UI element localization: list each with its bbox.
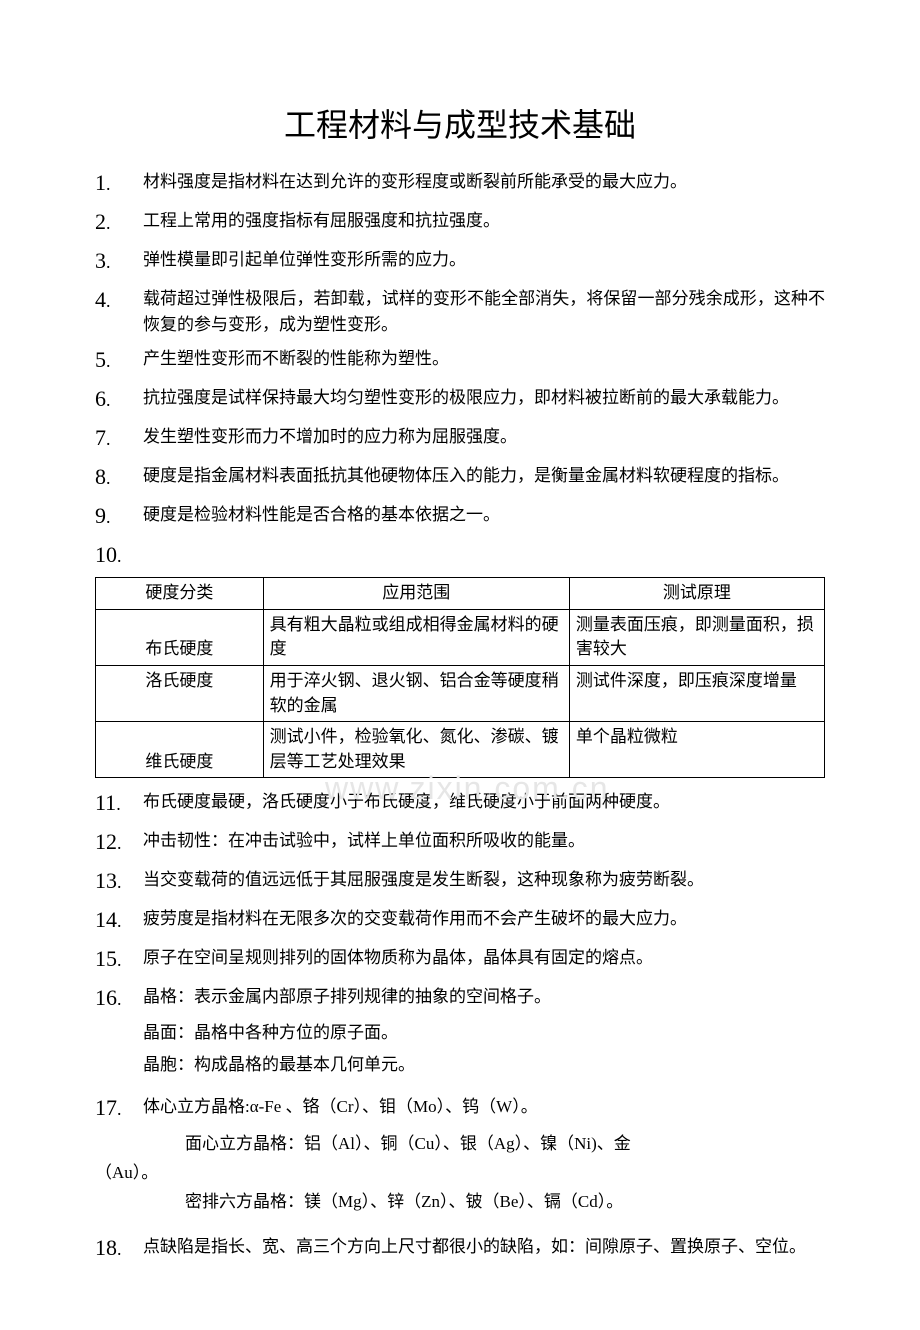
item-text: 体心立方晶格:α-Fe 、铬（Cr）、钼（Mo）、钨（W）。 [143, 1091, 825, 1124]
hardness-table: 硬度分类 应用范围 测试原理 布氏硬度 具有粗大晶粒或组成相得金属材料的硬度 测… [95, 577, 825, 778]
table-cell: 具有粗大晶粒或组成相得金属材料的硬度 [263, 609, 569, 665]
table-row: 洛氏硬度 用于淬火钢、退火钢、铝合金等硬度稍软的金属 测试件深度，即压痕深度增量 [96, 665, 825, 721]
list-item: 10. [95, 538, 825, 571]
list-item: 3.弹性模量即引起单位弹性变形所需的应力。 [95, 244, 825, 277]
item-number: 8. [95, 460, 143, 493]
item-number: 10. [95, 538, 143, 571]
item-number: 4. [95, 283, 143, 337]
item-text: 载荷超过弹性极限后，若卸载，试样的变形不能全部消失，将保留一部分残余成形，这种不… [143, 283, 825, 337]
item-subline: 密排六方晶格：镁（Mg）、锌（Zn）、铍（Be）、镉（Cd）。 [95, 1188, 825, 1217]
list-item: 15.原子在空间呈规则排列的固体物质称为晶体，晶体具有固定的熔点。 [95, 942, 825, 975]
item-number: 1. [95, 166, 143, 199]
item-subline: 晶胞：构成晶格的最基本几何单元。 [95, 1052, 825, 1078]
item-text: 弹性模量即引起单位弹性变形所需的应力。 [143, 244, 825, 277]
item-subline: （Au）。 [95, 1159, 825, 1188]
list-item: 1.材料强度是指材料在达到允许的变形程度或断裂前所能承受的最大应力。 [95, 166, 825, 199]
table-cell: 布氏硬度 [96, 609, 264, 665]
list-item: 18.点缺陷是指长、宽、高三个方向上尺寸都很小的缺陷，如：间隙原子、置换原子、空… [95, 1231, 825, 1264]
table-cell: 维氏硬度 [96, 722, 264, 778]
item-text: 材料强度是指材料在达到允许的变形程度或断裂前所能承受的最大应力。 [143, 166, 825, 199]
item-subline: 面心立方晶格：铝（Al）、铜（Cu）、银（Ag）、镍（Ni)、金 [95, 1130, 825, 1159]
table-cell: 测量表面压痕，即测量面积，损害较大 [569, 609, 824, 665]
item-subline: 晶面：晶格中各种方位的原子面。 [95, 1020, 825, 1046]
item-text: 硬度是指金属材料表面抵抗其他硬物体压入的能力，是衡量金属材料软硬程度的指标。 [143, 460, 825, 493]
list-item: 13.当交变载荷的值远远低于其屈服强度是发生断裂，这种现象称为疲劳断裂。 [95, 864, 825, 897]
list-item: 8.硬度是指金属材料表面抵抗其他硬物体压入的能力，是衡量金属材料软硬程度的指标。 [95, 460, 825, 493]
list-item: 17.体心立方晶格:α-Fe 、铬（Cr）、钼（Mo）、钨（W）。 [95, 1091, 825, 1124]
item-text: 原子在空间呈规则排列的固体物质称为晶体，晶体具有固定的熔点。 [143, 942, 825, 975]
list-item: 4.载荷超过弹性极限后，若卸载，试样的变形不能全部消失，将保留一部分残余成形，这… [95, 283, 825, 337]
item-text: 发生塑性变形而力不增加时的应力称为屈服强度。 [143, 421, 825, 454]
item-text: 硬度是检验材料性能是否合格的基本依据之一。 [143, 499, 825, 532]
page-title: 工程材料与成型技术基础 [95, 100, 825, 146]
item-number: 9. [95, 499, 143, 532]
table-cell: 单个晶粒微粒 [569, 722, 824, 778]
item-text: 产生塑性变形而不断裂的性能称为塑性。 [143, 343, 825, 376]
item-number: 5. [95, 343, 143, 376]
list-item: 7.发生塑性变形而力不增加时的应力称为屈服强度。 [95, 421, 825, 454]
table-header: 硬度分类 [96, 578, 264, 610]
item-number: 18. [95, 1231, 143, 1264]
table-row: 布氏硬度 具有粗大晶粒或组成相得金属材料的硬度 测量表面压痕，即测量面积，损害较… [96, 609, 825, 665]
item-number: 15. [95, 942, 143, 975]
item-number: 17. [95, 1091, 143, 1124]
item-text: 疲劳度是指材料在无限多次的交变载荷作用而不会产生破坏的最大应力。 [143, 903, 825, 936]
list-item: 9.硬度是检验材料性能是否合格的基本依据之一。 [95, 499, 825, 532]
table-cell: 测试小件，检验氧化、氮化、渗碳、镀层等工艺处理效果 [263, 722, 569, 778]
item-number: 11. [95, 786, 143, 819]
list-item: 6.抗拉强度是试样保持最大均匀塑性变形的极限应力，即材料被拉断前的最大承载能力。 [95, 382, 825, 415]
table-row: 维氏硬度 测试小件，检验氧化、氮化、渗碳、镀层等工艺处理效果 单个晶粒微粒 [96, 722, 825, 778]
item-text: 点缺陷是指长、宽、高三个方向上尺寸都很小的缺陷，如：间隙原子、置换原子、空位。 [143, 1231, 825, 1264]
table-cell: 用于淬火钢、退火钢、铝合金等硬度稍软的金属 [263, 665, 569, 721]
list-item: 12.冲击韧性：在冲击试验中，试样上单位面积所吸收的能量。 [95, 825, 825, 858]
table-header: 应用范围 [263, 578, 569, 610]
item-text: 工程上常用的强度指标有屈服强度和抗拉强度。 [143, 205, 825, 238]
list-item: 5.产生塑性变形而不断裂的性能称为塑性。 [95, 343, 825, 376]
table-header: 测试原理 [569, 578, 824, 610]
item-number: 3. [95, 244, 143, 277]
table-cell: 洛氏硬度 [96, 665, 264, 721]
item-text: 晶格：表示金属内部原子排列规律的抽象的空间格子。 [143, 981, 825, 1014]
table-row: 硬度分类 应用范围 测试原理 [96, 578, 825, 610]
item-number: 13. [95, 864, 143, 897]
item-number: 12. [95, 825, 143, 858]
item-text: 冲击韧性：在冲击试验中，试样上单位面积所吸收的能量。 [143, 825, 825, 858]
table-cell: 测试件深度，即压痕深度增量 [569, 665, 824, 721]
item-text: 当交变载荷的值远远低于其屈服强度是发生断裂，这种现象称为疲劳断裂。 [143, 864, 825, 897]
item-text: 布氏硬度最硬，洛氏硬度小于布氏硬度，维氏硬度小于前面两种硬度。 [143, 786, 825, 819]
list-item: 2.工程上常用的强度指标有屈服强度和抗拉强度。 [95, 205, 825, 238]
item-number: 14. [95, 903, 143, 936]
item-text: 抗拉强度是试样保持最大均匀塑性变形的极限应力，即材料被拉断前的最大承载能力。 [143, 382, 825, 415]
item-number: 6. [95, 382, 143, 415]
item-number: 7. [95, 421, 143, 454]
list-item: 16.晶格：表示金属内部原子排列规律的抽象的空间格子。 [95, 981, 825, 1014]
list-item: 14.疲劳度是指材料在无限多次的交变载荷作用而不会产生破坏的最大应力。 [95, 903, 825, 936]
list-item: 11.布氏硬度最硬，洛氏硬度小于布氏硬度，维氏硬度小于前面两种硬度。 [95, 786, 825, 819]
item-number: 16. [95, 981, 143, 1014]
item-number: 2. [95, 205, 143, 238]
